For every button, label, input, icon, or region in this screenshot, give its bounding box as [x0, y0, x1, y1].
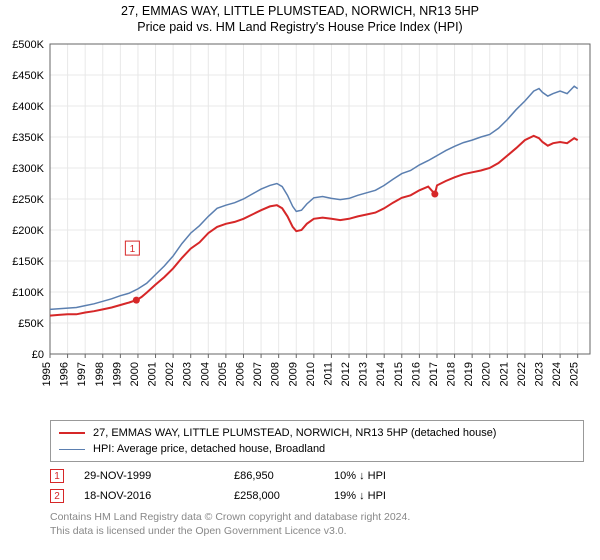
- svg-text:2005: 2005: [217, 362, 229, 386]
- sale-price: £86,950: [234, 470, 334, 482]
- sale-delta: 19% ↓ HPI: [334, 490, 454, 502]
- svg-text:2002: 2002: [164, 362, 176, 386]
- svg-text:2024: 2024: [551, 362, 563, 386]
- sales-row: 2 18-NOV-2016 £258,000 19% ↓ HPI: [50, 486, 584, 506]
- legend-swatch-red: [59, 432, 85, 434]
- legend-label-blue: HPI: Average price, detached house, Broa…: [93, 443, 325, 455]
- svg-text:2025: 2025: [569, 362, 581, 386]
- svg-text:2018: 2018: [446, 362, 458, 386]
- chart-svg: £0 £50K £100K £150K £200K £250K £300K £350K £400…: [0, 34, 600, 414]
- svg-text:£250K: £250K: [12, 194, 44, 206]
- svg-text:2023: 2023: [534, 362, 546, 386]
- legend-label-red: 27, EMMAS WAY, LITTLE PLUMSTEAD, NORWICH…: [93, 427, 496, 439]
- sale-marker-2: 2: [50, 489, 64, 503]
- sale-dot: [431, 191, 438, 198]
- sale-marker-num: 1: [130, 244, 136, 255]
- svg-text:2011: 2011: [322, 362, 334, 386]
- svg-text:2016: 2016: [410, 362, 422, 386]
- svg-text:1997: 1997: [76, 362, 88, 386]
- svg-text:£300K: £300K: [12, 163, 44, 175]
- legend-row-red: 27, EMMAS WAY, LITTLE PLUMSTEAD, NORWICH…: [59, 425, 575, 441]
- chart-title-line2: Price paid vs. HM Land Registry's House …: [0, 20, 600, 34]
- sale-delta: 10% ↓ HPI: [334, 470, 454, 482]
- svg-text:£200K: £200K: [12, 225, 44, 237]
- svg-text:1999: 1999: [111, 362, 123, 386]
- svg-text:2022: 2022: [516, 362, 528, 386]
- svg-text:2008: 2008: [270, 362, 282, 386]
- svg-text:2014: 2014: [375, 362, 387, 386]
- footnote: Contains HM Land Registry data © Crown c…: [50, 510, 584, 538]
- svg-text:£150K: £150K: [12, 256, 44, 268]
- sale-marker-1: 1: [50, 469, 64, 483]
- chart-title-line1: 27, EMMAS WAY, LITTLE PLUMSTEAD, NORWICH…: [0, 4, 600, 18]
- sale-dot: [133, 297, 140, 304]
- legend-swatch-blue: [59, 449, 85, 450]
- svg-text:2007: 2007: [252, 362, 264, 386]
- sales-row: 1 29-NOV-1999 £86,950 10% ↓ HPI: [50, 466, 584, 486]
- sale-price: £258,000: [234, 490, 334, 502]
- svg-text:£350K: £350K: [12, 132, 44, 144]
- footnote-line2: This data is licensed under the Open Gov…: [50, 524, 584, 538]
- svg-text:£100K: £100K: [12, 287, 44, 299]
- legend-row-blue: HPI: Average price, detached house, Broa…: [59, 441, 575, 457]
- footnote-line1: Contains HM Land Registry data © Crown c…: [50, 510, 584, 524]
- svg-text:2009: 2009: [287, 362, 299, 386]
- sales-table: 1 29-NOV-1999 £86,950 10% ↓ HPI 2 18-NOV…: [50, 466, 584, 506]
- price-chart: £0 £50K £100K £150K £200K £250K £300K £350K £400…: [0, 34, 600, 414]
- svg-text:2012: 2012: [340, 362, 352, 386]
- svg-text:2019: 2019: [463, 362, 475, 386]
- svg-text:2001: 2001: [147, 362, 159, 386]
- svg-text:2015: 2015: [393, 362, 405, 386]
- svg-text:£50K: £50K: [18, 318, 44, 330]
- sale-date: 18-NOV-2016: [84, 490, 234, 502]
- svg-text:£0: £0: [32, 349, 44, 361]
- legend: 27, EMMAS WAY, LITTLE PLUMSTEAD, NORWICH…: [50, 420, 584, 462]
- svg-text:2003: 2003: [182, 362, 194, 386]
- svg-text:2006: 2006: [234, 362, 246, 386]
- sale-date: 29-NOV-1999: [84, 470, 234, 482]
- svg-text:£500K: £500K: [12, 39, 44, 51]
- svg-text:1995: 1995: [41, 362, 53, 386]
- svg-text:2020: 2020: [481, 362, 493, 386]
- svg-text:2010: 2010: [305, 362, 317, 386]
- svg-text:£400K: £400K: [12, 101, 44, 113]
- svg-text:2017: 2017: [428, 362, 440, 386]
- svg-text:2004: 2004: [199, 362, 211, 386]
- svg-text:2000: 2000: [129, 362, 141, 386]
- svg-text:2013: 2013: [358, 362, 370, 386]
- svg-text:1998: 1998: [94, 362, 106, 386]
- svg-text:1996: 1996: [59, 362, 71, 386]
- svg-text:£450K: £450K: [12, 70, 44, 82]
- svg-text:2021: 2021: [498, 362, 510, 386]
